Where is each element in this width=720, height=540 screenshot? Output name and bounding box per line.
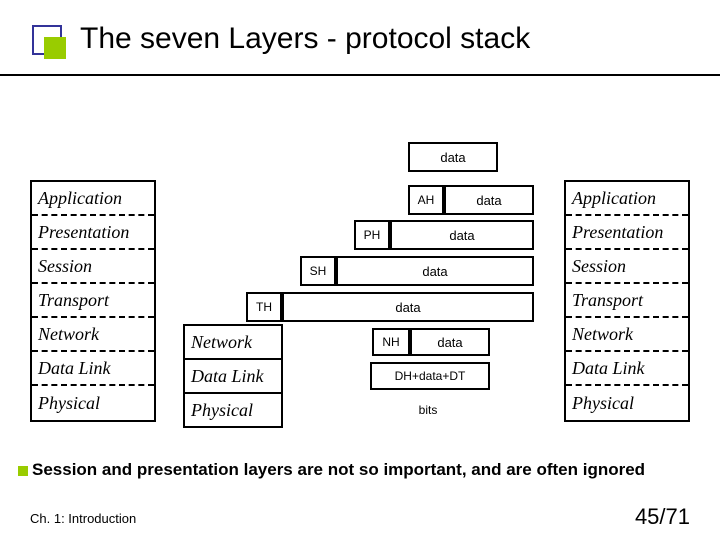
mid-column: Network Data Link Physical	[183, 324, 283, 428]
header-th: TH	[246, 292, 282, 322]
footer-chapter: Ch. 1: Introduction	[30, 511, 136, 526]
layer-right-transport: Transport	[566, 284, 688, 318]
header-ph: PH	[354, 220, 390, 250]
layer-left-physical: Physical	[32, 386, 154, 420]
layers-right-column: Application Presentation Session Transpo…	[564, 180, 690, 422]
note-bullet-icon	[18, 466, 28, 476]
layer-left-network: Network	[32, 318, 154, 352]
header-nh: NH	[372, 328, 410, 356]
pdu-datalink: DH+data+DT	[370, 362, 490, 390]
mid-network: Network	[185, 324, 281, 358]
layers-left-column: Application Presentation Session Transpo…	[30, 180, 156, 422]
layer-left-transport: Transport	[32, 284, 154, 318]
title-row: The seven Layers - protocol stack	[0, 20, 720, 70]
slide: The seven Layers - protocol stack Applic…	[0, 0, 720, 540]
layer-right-network: Network	[566, 318, 688, 352]
pdu-sh-data: data	[336, 256, 534, 286]
mid-datalink: Data Link	[185, 358, 281, 392]
layer-right-presentation: Presentation	[566, 216, 688, 250]
layer-right-application: Application	[566, 182, 688, 216]
layer-right-physical: Physical	[566, 386, 688, 420]
layer-left-session: Session	[32, 250, 154, 284]
layer-left-datalink: Data Link	[32, 352, 154, 386]
layer-left-presentation: Presentation	[32, 216, 154, 250]
note-content: Session and presentation layers are not …	[32, 460, 645, 479]
header-sh: SH	[300, 256, 336, 286]
layer-right-datalink: Data Link	[566, 352, 688, 386]
pdu-nh-data: data	[410, 328, 490, 356]
pdu-bits: bits	[398, 398, 458, 422]
note-text: Session and presentation layers are not …	[18, 460, 712, 480]
slide-title: The seven Layers - protocol stack	[80, 22, 530, 56]
layer-right-session: Session	[566, 250, 688, 284]
pdu-th-data: data	[282, 292, 534, 322]
pdu-top-data: data	[408, 142, 498, 172]
title-bullet-icon	[32, 25, 68, 61]
pdu-ph-data: data	[390, 220, 534, 250]
mid-physical: Physical	[185, 392, 281, 426]
pdu-ah-data: data	[444, 185, 534, 215]
title-divider	[0, 74, 720, 76]
header-ah: AH	[408, 185, 444, 215]
layer-left-application: Application	[32, 182, 154, 216]
footer-page-number: 45/71	[635, 504, 690, 530]
